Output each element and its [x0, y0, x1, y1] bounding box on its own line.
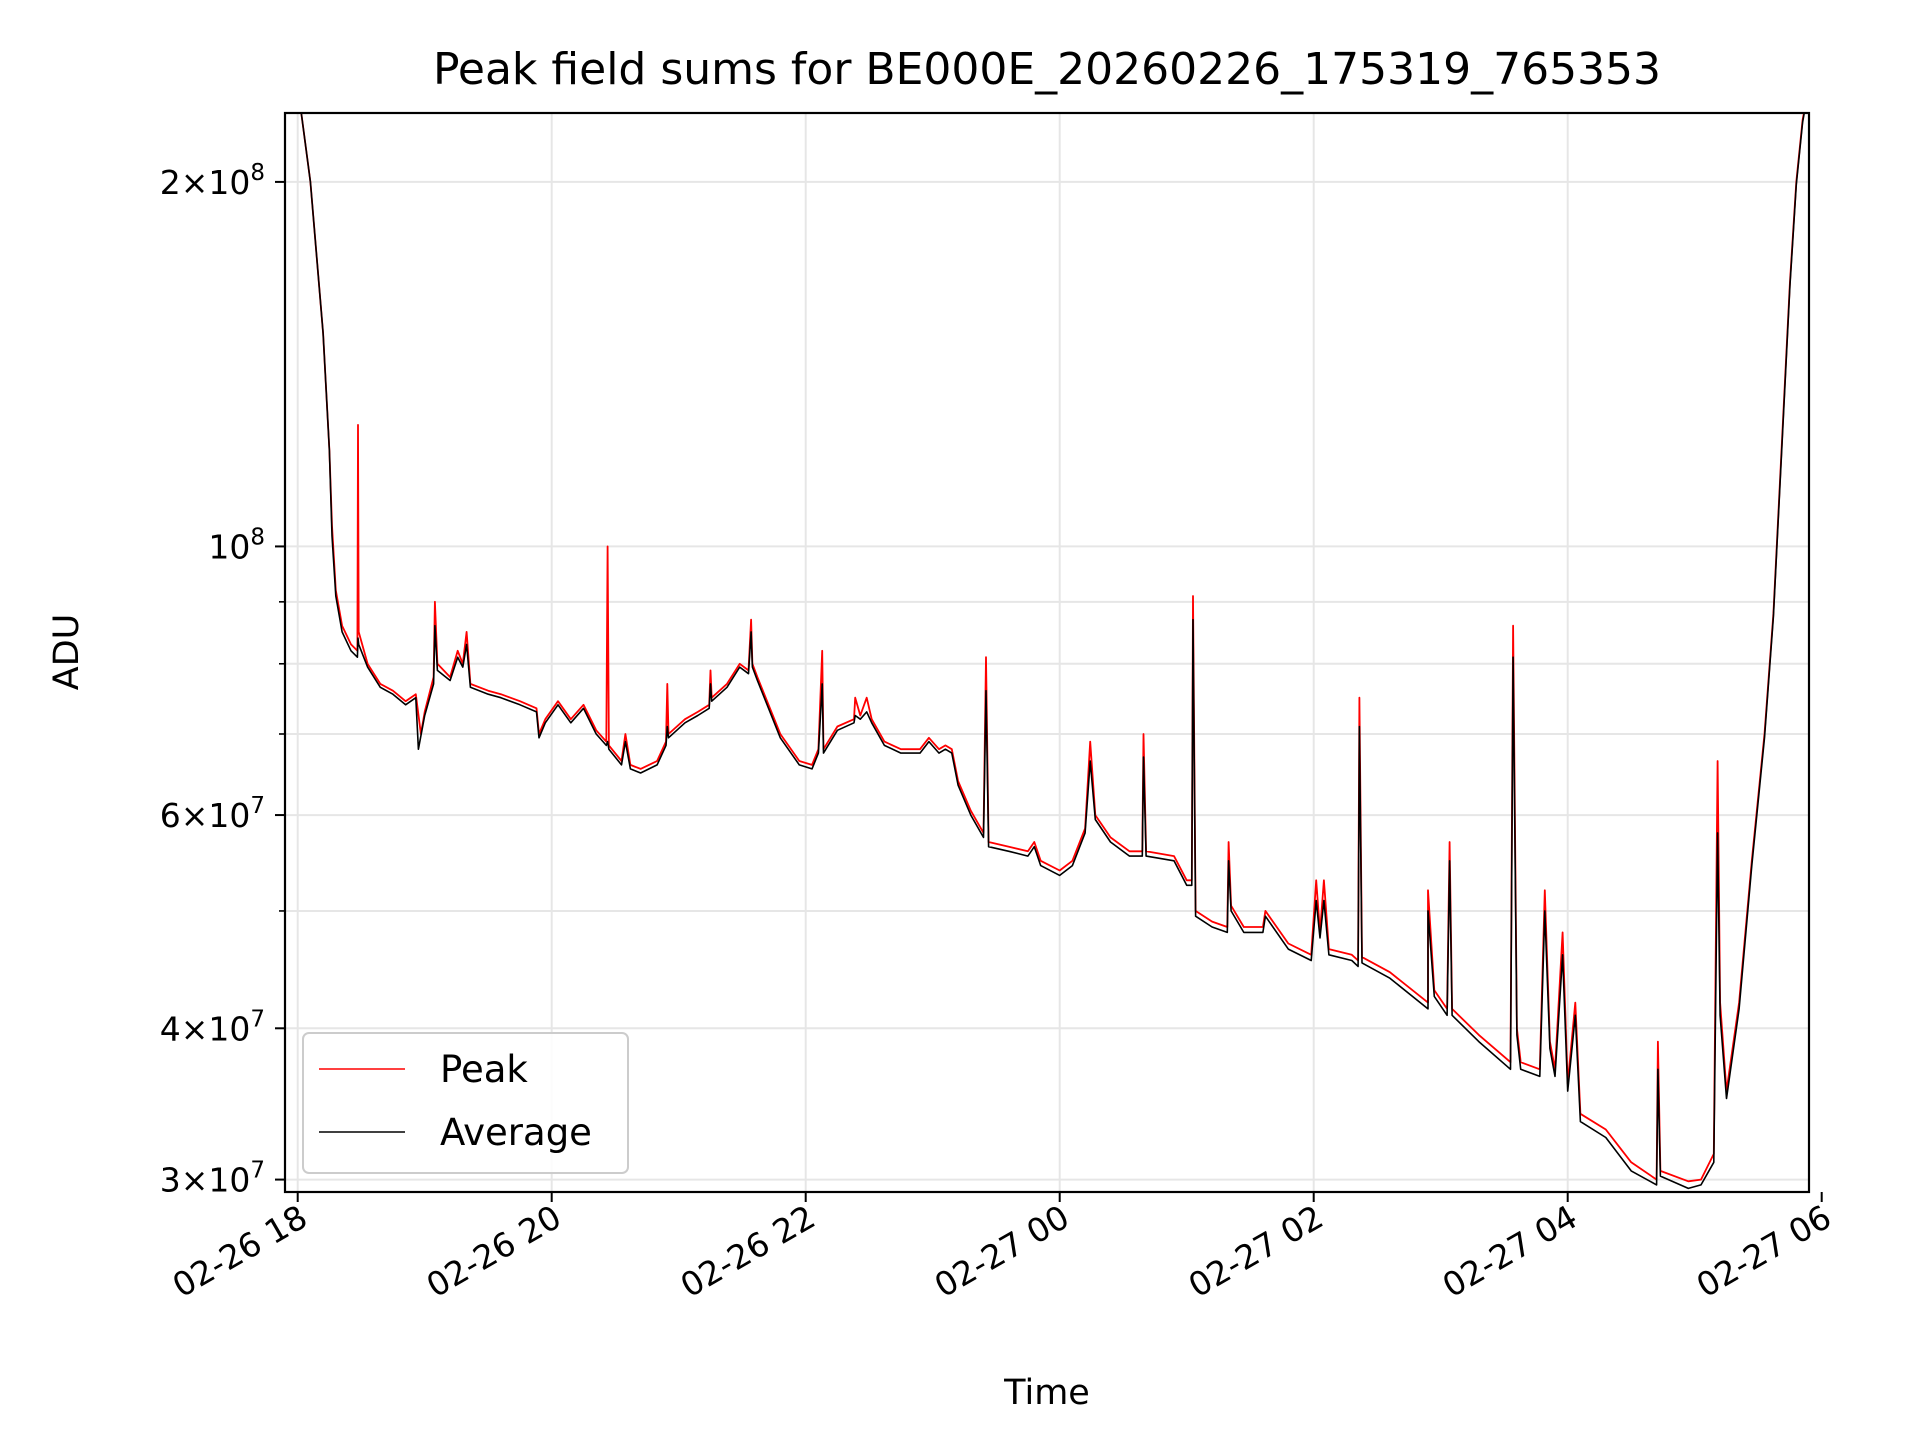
plot-frame: [283, 111, 1811, 1194]
y-tick-label: 2×108: [160, 160, 265, 202]
chart-title: Peak field sums for BE000E_20260226_1753…: [433, 44, 1661, 95]
y-tick-label: 4×107: [160, 1006, 265, 1048]
legend-label-peak: Peak: [440, 1048, 528, 1091]
legend-box: [302, 1032, 629, 1174]
y-tick-label: 108: [208, 524, 265, 566]
grid-lines: [285, 113, 1809, 1192]
x-axis-label: Time: [1003, 1373, 1090, 1413]
legend: Peak Average: [302, 1032, 629, 1174]
y-tick-label: 3×107: [160, 1158, 265, 1200]
y-axis-label: ADU: [47, 614, 87, 691]
y-tick-label: 6×107: [160, 793, 265, 835]
plot-series: [300, 113, 1806, 1190]
series-line-average: [300, 113, 1806, 1190]
legend-label-average: Average: [440, 1111, 592, 1154]
